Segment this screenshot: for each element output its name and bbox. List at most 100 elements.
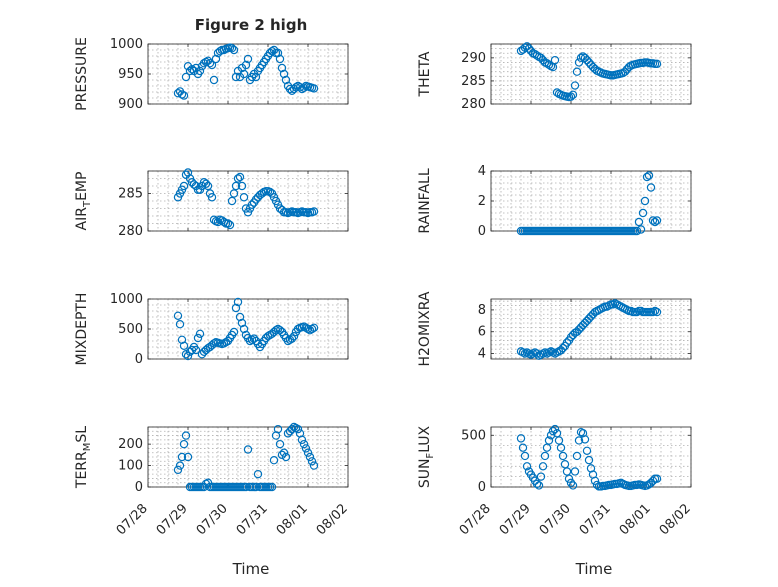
axes-box (490, 426, 692, 488)
data-point (237, 318, 247, 328)
data-point (648, 216, 658, 225)
data-point (648, 476, 658, 485)
data-point (279, 69, 289, 79)
y-tick-label: 4 (478, 164, 486, 179)
data-point (179, 341, 189, 350)
y-axis-label: H2OMIXRA (417, 291, 433, 366)
data-point (243, 445, 253, 454)
data-point (303, 448, 313, 457)
data-point (309, 461, 319, 470)
data-point (580, 435, 590, 444)
x-tick-label: 07/31 (234, 501, 271, 538)
data-point (558, 451, 568, 461)
x-tick-label: 07/29 (497, 501, 534, 538)
y-tick-label: 2 (478, 194, 486, 209)
data-point (516, 434, 526, 443)
y-tick-label: 290 (461, 51, 486, 66)
y-tick-label: 100 (118, 459, 143, 474)
data-point (275, 54, 285, 64)
data-point (570, 81, 580, 90)
x-tick-label: 07/28 (114, 501, 151, 538)
chart-title: Figure 2 high (195, 16, 308, 34)
data-point (277, 63, 287, 73)
data-point (243, 54, 253, 64)
y-tick-label: 1000 (110, 292, 143, 307)
data-point (652, 59, 662, 69)
panel-1: 900 950 1000 PRESSURE (74, 37, 349, 112)
data-point (291, 82, 301, 92)
data-point (235, 172, 245, 182)
data-point (652, 474, 662, 483)
data-point (534, 481, 544, 490)
x-tick-label: 07/29 (154, 501, 191, 538)
data-point (544, 436, 554, 445)
y-tick-label: 950 (118, 67, 143, 82)
data-point (275, 439, 285, 449)
x-tick-label: 08/02 (314, 501, 351, 538)
data-point (574, 436, 584, 445)
y-tick-label: 0 (135, 352, 143, 367)
data-point (532, 349, 542, 358)
y-axis-label: PRESSURE (74, 37, 90, 111)
data-point (267, 482, 277, 492)
data-point (564, 474, 574, 483)
y-axis-label: RAINFALL (417, 168, 433, 233)
data-point (646, 183, 656, 192)
panel-4: 0 2 4 RAINFALL (417, 164, 692, 239)
data-point (177, 335, 187, 344)
data-point (301, 444, 311, 453)
data-point (562, 338, 572, 347)
data-point (309, 84, 319, 93)
y-tick-label: 500 (118, 322, 143, 337)
y-tick-label: 1000 (110, 37, 143, 52)
data-point (247, 200, 257, 209)
y-tick-label: 900 (118, 97, 143, 112)
data-point (560, 460, 570, 469)
data-point (540, 451, 550, 461)
y-tick-label: 8 (478, 303, 486, 318)
data-point (177, 452, 187, 462)
data-point (520, 451, 530, 461)
data-point (175, 461, 185, 470)
y-tick-label: 285 (461, 74, 486, 89)
data-point (590, 476, 600, 485)
data-point (307, 324, 317, 334)
data-point (207, 193, 217, 202)
panel-7: 0 100 200 07/28 07/29 07/30 07/31 08/01 08/02 TER… (74, 422, 351, 538)
data-point (273, 424, 283, 434)
data-point (227, 44, 237, 53)
data-point (281, 75, 291, 85)
data-point (281, 452, 291, 462)
data-point (173, 311, 183, 320)
data-point (634, 217, 644, 227)
data-point (570, 467, 580, 476)
data-point (550, 424, 560, 434)
data-point (542, 443, 552, 452)
data-point (632, 226, 642, 236)
data-point (285, 84, 295, 94)
panel-3: 280 285 AIRTEMP (74, 168, 349, 239)
data-point (195, 66, 205, 76)
data-point (179, 439, 189, 449)
y-tick-label: 0 (478, 224, 486, 239)
data-point (227, 196, 237, 206)
data-point (241, 482, 251, 492)
data-point (211, 54, 221, 64)
data-point (239, 193, 249, 202)
data-point (209, 215, 219, 224)
data-point (223, 219, 233, 228)
y-axis-label: THETA (417, 51, 433, 97)
data-point (209, 339, 219, 348)
panel-2: 280 285 290 THETA (417, 42, 692, 112)
data-point (562, 467, 572, 476)
data-point (229, 45, 239, 55)
data-point (183, 452, 193, 462)
data-point (201, 179, 211, 188)
data-point (652, 307, 662, 317)
data-point (554, 436, 564, 445)
data-point (231, 303, 241, 313)
data-point (241, 60, 251, 70)
data-point (225, 220, 235, 230)
data-point (239, 324, 249, 334)
data-point (287, 424, 297, 434)
